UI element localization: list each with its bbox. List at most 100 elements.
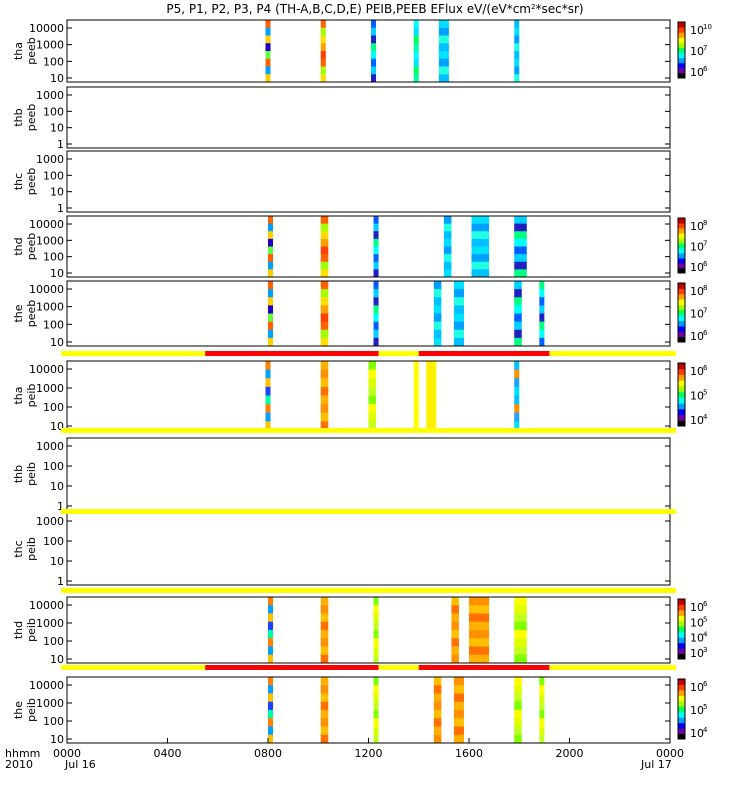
colorbar-swatch — [678, 385, 685, 393]
data-segment — [268, 597, 274, 664]
data-cell — [268, 281, 274, 290]
data-cell — [368, 404, 377, 414]
panel-label-product: peib — [25, 537, 38, 561]
data-cell — [265, 20, 271, 29]
data-cell — [320, 289, 329, 298]
data-cell — [320, 718, 329, 727]
colorbar-frame — [677, 21, 686, 79]
colorbar-label-base: 10 — [690, 414, 704, 427]
y-tick-label: 10 — [50, 267, 64, 280]
y-tick-label: 10 — [50, 555, 64, 568]
colorbar-swatch — [678, 268, 685, 274]
data-cell — [373, 254, 379, 263]
data-segment — [539, 281, 545, 347]
colorbar-swatch — [678, 243, 685, 249]
colorbar-label-exponent: 5 — [703, 703, 707, 711]
colorbar-swatch — [678, 700, 685, 707]
data-cell — [514, 412, 520, 422]
data-cell — [368, 421, 377, 431]
data-cell — [433, 710, 442, 719]
data-cell — [514, 43, 520, 52]
data-cell — [371, 20, 377, 29]
data-cell — [320, 74, 326, 83]
data-cell — [413, 20, 419, 29]
data-cell — [320, 630, 329, 639]
data-segment — [265, 361, 271, 431]
data-segment — [320, 216, 329, 278]
data-cell — [426, 386, 437, 396]
data-cell — [514, 313, 522, 323]
colorbar-swatch — [678, 397, 685, 404]
data-cell — [443, 269, 452, 278]
x-tick-label: 2000 — [556, 747, 584, 760]
colorbar-label-exponent: 7 — [703, 240, 707, 248]
data-cell — [373, 223, 379, 232]
data-cell — [426, 361, 437, 371]
data-cell — [514, 378, 520, 388]
time-axis-start-date: Jul 16 — [64, 758, 96, 771]
data-cell — [320, 66, 326, 75]
data-cell — [514, 677, 522, 686]
data-cell — [268, 718, 274, 727]
colorbar-label-base: 10 — [690, 220, 704, 233]
mode-bar — [61, 428, 676, 433]
x-tick-label: 0800 — [254, 747, 282, 760]
colorbar-swatch — [678, 648, 685, 655]
y-tick-label: 100 — [43, 318, 64, 331]
data-cell — [373, 718, 379, 727]
x-tick-label: 0000 — [53, 747, 81, 760]
colorbar-swatch — [678, 37, 685, 43]
colorbar-swatch — [678, 253, 685, 259]
data-cell — [268, 677, 274, 686]
data-cell — [514, 395, 520, 405]
colorbar-swatch — [678, 380, 685, 387]
colorbar-frame — [677, 362, 686, 427]
data-cell — [320, 231, 329, 240]
colorbar-swatch — [678, 609, 685, 616]
data-cell — [514, 20, 520, 29]
data-segment — [373, 281, 379, 347]
data-segment — [453, 281, 464, 347]
colorbar-label-exponent: 5 — [703, 615, 707, 623]
data-cell — [539, 677, 545, 686]
data-cell — [373, 238, 379, 247]
mode-bar-range — [418, 351, 550, 356]
data-cell — [373, 654, 379, 664]
data-cell — [433, 677, 442, 686]
data-segment — [373, 677, 379, 744]
panel-thb-peib: 1000 100 10 1 thb peib — [12, 437, 671, 513]
data-cell — [539, 321, 545, 331]
data-cell — [373, 638, 379, 647]
colorbar-label-exponent: 4 — [703, 631, 708, 639]
data-segment — [320, 597, 329, 664]
data-segment — [433, 281, 442, 347]
colorbar-swatch — [678, 72, 685, 79]
data-segment — [514, 216, 527, 278]
data-cell — [469, 630, 490, 639]
colorbar-swatch — [678, 637, 685, 644]
y-tick-label: 10000 — [29, 283, 64, 296]
data-cell — [514, 329, 522, 339]
data-cell — [320, 369, 329, 379]
data-cell — [268, 613, 274, 623]
data-cell — [371, 35, 377, 44]
data-cell — [539, 710, 545, 719]
data-cell — [426, 404, 437, 414]
panel-frame — [66, 437, 671, 511]
data-cell — [514, 216, 527, 225]
data-cell — [539, 734, 545, 744]
y-tick-label: 1000 — [36, 39, 64, 52]
data-cell — [433, 685, 442, 694]
mode-bar-range — [205, 665, 379, 670]
panel-label-probe: thb — [12, 108, 25, 126]
colorbar-swatch — [678, 309, 685, 316]
colorbar-swatch — [678, 315, 685, 322]
panel-frame — [66, 512, 671, 586]
panel-label-product: peeb — [25, 300, 38, 328]
panel-label-probe: the — [12, 701, 25, 719]
panel-frame — [66, 280, 671, 347]
